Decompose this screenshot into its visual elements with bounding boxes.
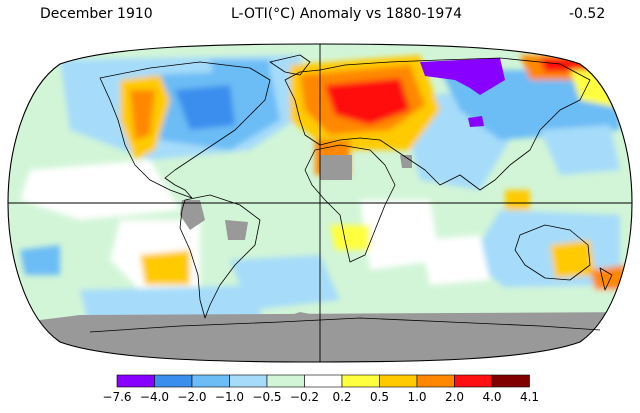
legend-swatch <box>229 374 268 388</box>
legend-swatch <box>416 374 455 388</box>
legend-tick-label: −1.0 <box>215 390 244 404</box>
legend-swatch <box>116 374 155 388</box>
legend-tick-label: −7.6 <box>102 390 131 404</box>
legend-tick-label: −4.0 <box>140 390 169 404</box>
map-title: L-OTI(°C) Anomaly vs 1880-1974 <box>231 6 463 22</box>
coast-australia <box>514 224 591 281</box>
globe-outline <box>7 43 633 363</box>
legend-swatch <box>304 374 343 388</box>
legend-tick-label: 2.0 <box>445 390 464 404</box>
cold-anomaly-siberia <box>420 58 505 95</box>
legend-swatch <box>491 374 530 388</box>
legend-swatch <box>266 374 305 388</box>
coast-south-america <box>179 194 261 319</box>
coast-greenland <box>269 54 311 76</box>
legend-swatch <box>379 374 418 388</box>
legend-tick-label: 4.0 <box>482 390 501 404</box>
legend-swatch <box>154 374 193 388</box>
coast-africa <box>304 144 396 263</box>
legend-tick-label: 4.1 <box>520 390 539 404</box>
coastlines <box>89 54 613 333</box>
legend-swatch <box>454 374 493 388</box>
legend-tick-label: 1.0 <box>407 390 426 404</box>
legend-tick-label: 0.5 <box>370 390 389 404</box>
legend-tick-label: −2.0 <box>177 390 206 404</box>
legend-tick-label: 0.2 <box>332 390 351 404</box>
legend-tick-label: −0.2 <box>290 390 319 404</box>
legend-tick-label: −0.5 <box>252 390 281 404</box>
legend-swatch <box>191 374 230 388</box>
coast-new-zealand <box>599 267 613 291</box>
global-mean-value: -0.52 <box>569 6 606 22</box>
legend-swatch <box>341 374 380 388</box>
coast-antarctica <box>89 317 601 333</box>
coast-eurasia <box>284 57 591 191</box>
coast-north-america <box>99 61 271 199</box>
map-date: December 1910 <box>40 6 153 22</box>
cold-anomaly-central-asia <box>468 116 484 127</box>
